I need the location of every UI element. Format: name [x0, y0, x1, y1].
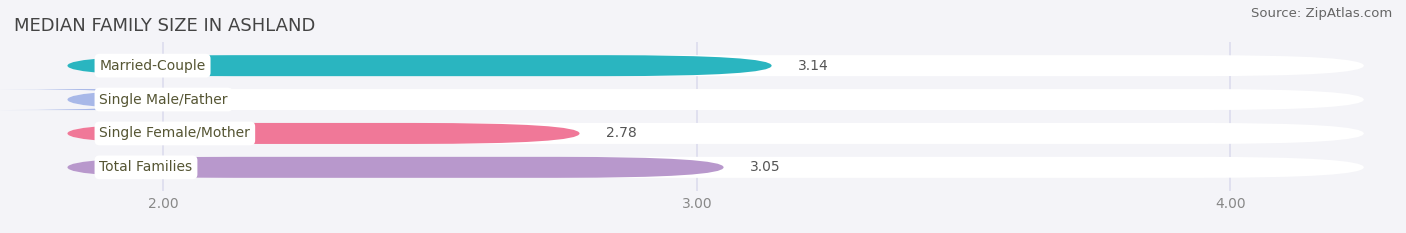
- Text: 2.78: 2.78: [606, 127, 637, 140]
- FancyBboxPatch shape: [67, 123, 1364, 144]
- FancyBboxPatch shape: [0, 89, 233, 110]
- Text: 2.00: 2.00: [190, 93, 221, 106]
- FancyBboxPatch shape: [67, 55, 1364, 76]
- Text: 3.05: 3.05: [751, 160, 780, 174]
- FancyBboxPatch shape: [67, 89, 1364, 110]
- FancyBboxPatch shape: [67, 157, 724, 178]
- Text: Single Female/Mother: Single Female/Mother: [100, 127, 250, 140]
- Text: Single Male/Father: Single Male/Father: [100, 93, 228, 106]
- FancyBboxPatch shape: [67, 55, 772, 76]
- Text: MEDIAN FAMILY SIZE IN ASHLAND: MEDIAN FAMILY SIZE IN ASHLAND: [14, 17, 315, 35]
- Text: 3.14: 3.14: [799, 59, 830, 73]
- Text: Total Families: Total Families: [100, 160, 193, 174]
- FancyBboxPatch shape: [67, 123, 579, 144]
- Text: Married-Couple: Married-Couple: [100, 59, 205, 73]
- FancyBboxPatch shape: [67, 157, 1364, 178]
- Text: Source: ZipAtlas.com: Source: ZipAtlas.com: [1251, 7, 1392, 20]
